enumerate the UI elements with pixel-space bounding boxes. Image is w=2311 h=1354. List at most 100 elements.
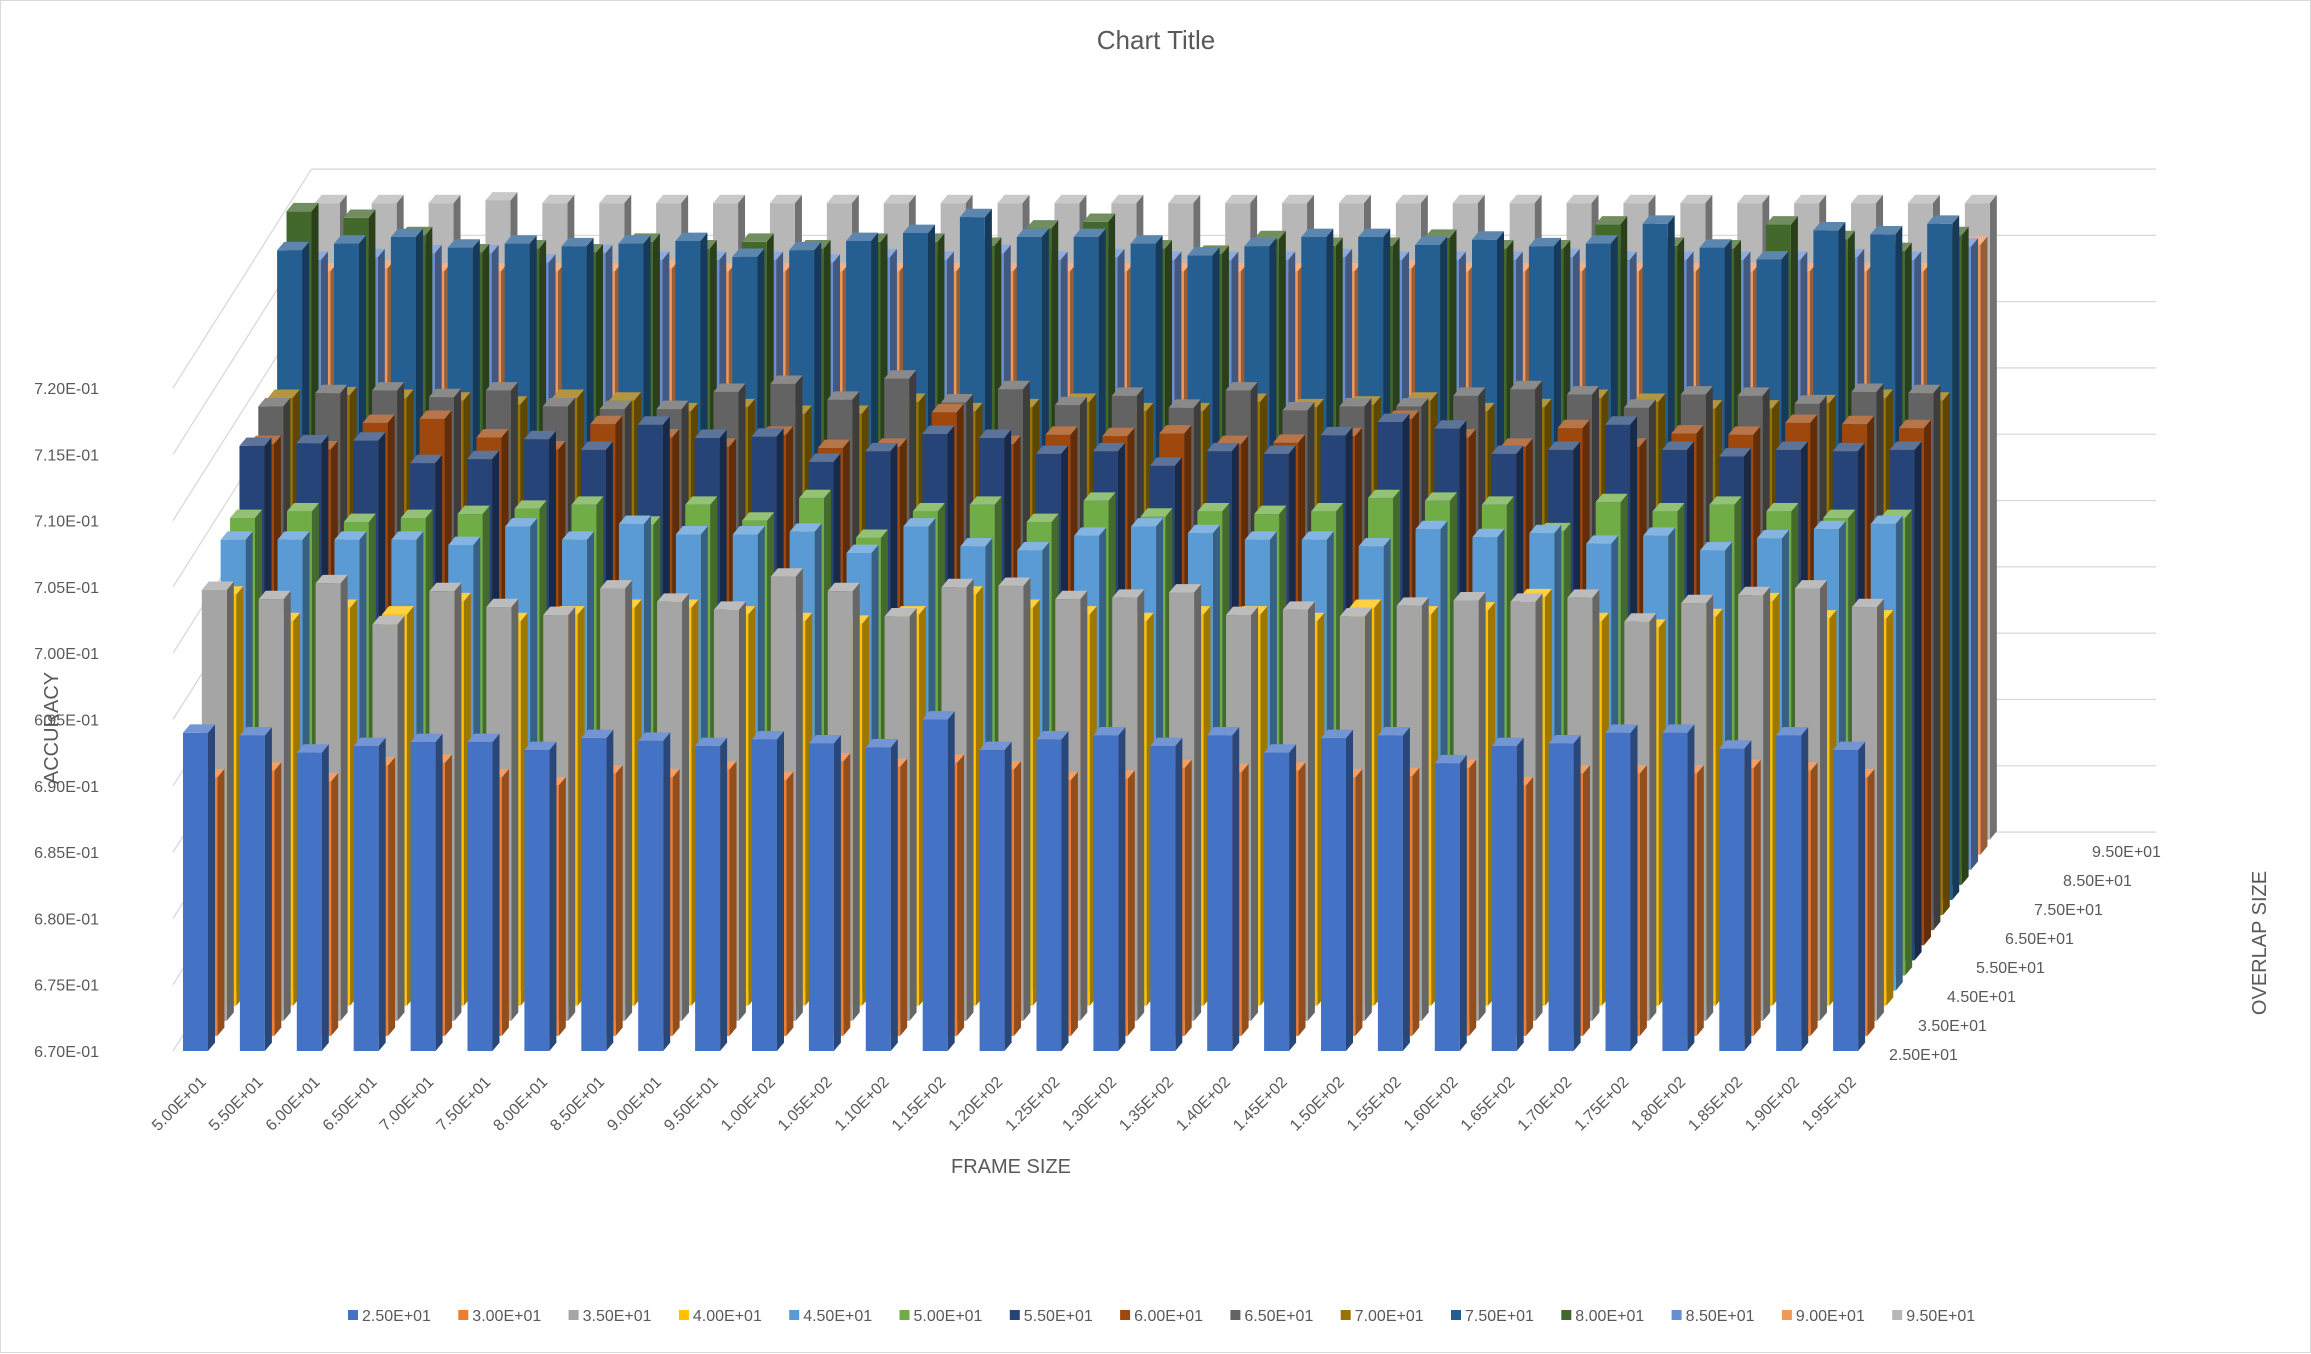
bar-side — [1251, 606, 1259, 1021]
depth-axis-ticks: 2.50E+01 3.50E+01 4.50E+01 5.50E+01 6.50E+01… — [1889, 844, 2161, 1064]
bar-top — [884, 370, 917, 379]
bar-top — [1605, 416, 1638, 425]
bar-top — [1491, 445, 1524, 454]
bar-side — [672, 768, 680, 1036]
bar-side — [1469, 759, 1477, 1036]
legend-item: 9.00E+01 — [1781, 1308, 1865, 1325]
bar-top — [296, 744, 329, 753]
bar — [1150, 737, 1183, 1051]
bar-top — [286, 202, 319, 212]
bar-side — [1061, 730, 1069, 1051]
bar-side — [1573, 734, 1581, 1051]
bar-side — [1914, 441, 1922, 961]
bar-top — [922, 425, 955, 434]
y-tick-label: 6.90E-01 — [34, 779, 99, 796]
bar — [1776, 727, 1809, 1051]
legend-label: 6.50E+01 — [1244, 1308, 1313, 1325]
bar-top — [817, 439, 850, 449]
bar-top — [1301, 228, 1334, 237]
bar-top — [1510, 380, 1543, 390]
bar-front — [638, 740, 664, 1051]
bar-side — [1696, 764, 1704, 1036]
bar-top — [1529, 524, 1562, 534]
series-2.50E+01 — [183, 711, 1866, 1051]
bar-front — [1719, 748, 1745, 1051]
bar-side — [663, 732, 671, 1051]
x-tick-label: 1.75E+02 — [1572, 1074, 1633, 1135]
legend-label: 5.00E+01 — [914, 1308, 983, 1325]
bar-top — [1377, 413, 1410, 423]
bar-top — [979, 741, 1012, 750]
bar-top — [638, 732, 671, 741]
bar-top — [883, 194, 916, 204]
bar-top — [752, 730, 784, 740]
bar-top — [742, 512, 775, 521]
bar-top — [1833, 741, 1866, 750]
bar-top — [561, 237, 594, 247]
bar-front — [1036, 739, 1062, 1051]
bar-side — [1923, 419, 1931, 946]
y-axis-ticks: 6.70E-01 6.75E-01 6.80E-01 6.85E-01 6.90E-01… — [34, 381, 99, 1061]
bar-side — [1241, 763, 1249, 1036]
bar-side — [909, 607, 917, 1021]
y-tick-label: 7.00E-01 — [34, 646, 99, 663]
bar-side — [1649, 613, 1657, 1021]
bar-top — [1623, 399, 1656, 408]
bar — [353, 737, 386, 1051]
bar-side — [1753, 759, 1761, 1036]
bar-top — [1311, 503, 1344, 512]
bar-top — [1680, 194, 1713, 204]
bar-side — [454, 582, 462, 1021]
bar-top — [400, 509, 433, 519]
bar-top — [1036, 445, 1069, 454]
bar-top — [960, 537, 993, 547]
bar-side — [1070, 771, 1078, 1036]
y-tick-label: 6.80E-01 — [34, 911, 99, 928]
depth-tick-label: 7.50E+01 — [2034, 902, 2103, 919]
bar-top — [447, 239, 480, 248]
bar-front — [581, 738, 607, 1051]
bar-top — [1282, 601, 1315, 610]
bar-top — [1396, 398, 1429, 407]
bar-side — [1744, 740, 1752, 1051]
y-tick-label: 6.70E-01 — [34, 1044, 99, 1061]
bar-top — [808, 453, 841, 462]
bar-side — [1478, 592, 1486, 1021]
bar-side — [1421, 597, 1429, 1021]
bar-side — [1867, 768, 1875, 1036]
bar-side — [568, 606, 576, 1021]
bar-top — [695, 737, 728, 747]
bar-top — [751, 428, 784, 437]
bar-top — [1851, 598, 1884, 608]
bar — [183, 724, 215, 1051]
bar-top — [1358, 537, 1391, 547]
bar-top — [1083, 492, 1116, 501]
bar-top — [410, 454, 443, 464]
bar-top — [1548, 441, 1581, 450]
bar-top — [941, 394, 974, 403]
bar-top — [1396, 597, 1429, 606]
x-tick-label: 6.00E+01 — [263, 1074, 324, 1135]
legend-swatch — [348, 1310, 358, 1320]
bar-top — [1273, 434, 1306, 443]
legend-item: 2.50E+01 — [348, 1308, 431, 1325]
x-tick-label: 1.20E+02 — [946, 1074, 1007, 1135]
bar-top — [609, 392, 642, 401]
bar-side — [1459, 754, 1467, 1051]
bar-top — [1908, 384, 1941, 394]
bar-top — [1737, 387, 1770, 396]
bar-top — [1282, 194, 1315, 204]
bar-top — [1794, 395, 1827, 404]
bar-top — [1168, 399, 1201, 408]
legend-swatch — [1781, 1310, 1792, 1320]
bar-side — [331, 772, 339, 1036]
bar-side — [1942, 392, 1950, 916]
bar-top — [1605, 724, 1638, 733]
bar-top — [220, 531, 253, 540]
legend-item: 8.00E+01 — [1561, 1308, 1644, 1325]
bar-top — [296, 434, 329, 444]
bar-top — [713, 601, 746, 610]
bar-top — [1623, 194, 1656, 204]
x-tick-label: 1.00E+02 — [718, 1074, 779, 1135]
